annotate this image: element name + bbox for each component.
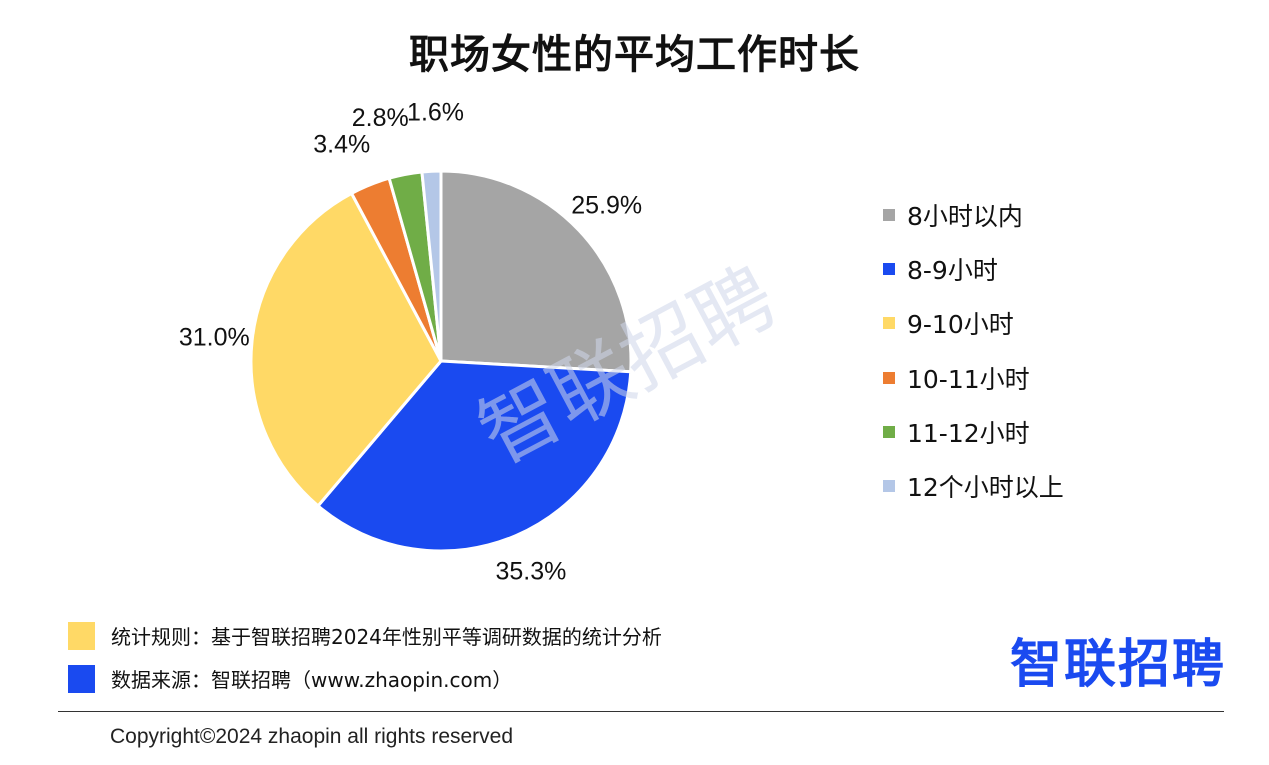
legend-swatch (883, 480, 895, 493)
note-stat-rule: 统计规则：基于智联招聘2024年性别平等调研数据的统计分析 (68, 621, 662, 650)
pie-data-labels: 25.9% 35.3% 31.0% 3.4%2.8%1.6% (179, 98, 642, 585)
legend-item: 10-11小时 (883, 351, 1064, 405)
legend-item: 12个小时以上 (883, 459, 1064, 513)
note-swatch-blue (68, 664, 95, 693)
note-text: 统计规则：基于智联招聘2024年性别平等调研数据的统计分析 (111, 625, 662, 649)
divider (58, 711, 1224, 712)
legend: 8小时以内 8-9小时 9-10小时 10-11小时 11-12小时 12个小时… (883, 188, 1064, 513)
pie-slice (315, 359, 633, 553)
legend-item: 8-9小时 (883, 242, 1064, 296)
data-label: 1.6% (407, 98, 464, 126)
data-label: 31.0% (179, 324, 250, 352)
legend-swatch (883, 371, 895, 384)
note-data-source: 数据来源：智联招聘（www.zhaopin.com） (68, 664, 512, 693)
legend-label: 10-11小时 (907, 364, 1030, 394)
legend-label: 8小时以内 (907, 202, 1023, 232)
copyright: Copyright©2024 zhaopin all rights reserv… (110, 725, 514, 748)
zhaopin-logo: 智联招聘 (1010, 635, 1227, 695)
legend-item: 9-10小时 (883, 296, 1064, 350)
legend-label: 12个小时以上 (907, 473, 1064, 503)
data-label: 25.9% (571, 191, 642, 219)
legend-swatch (883, 425, 895, 438)
legend-label: 8-9小时 (907, 256, 998, 286)
pie-slice (420, 169, 443, 362)
data-label: 35.3% (495, 558, 566, 586)
legend-swatch (883, 317, 895, 330)
chart-title: 职场女性的平均工作时长 (409, 32, 860, 78)
legend-label: 11-12小时 (907, 418, 1030, 448)
pie-slices (249, 169, 633, 553)
legend-swatch (883, 263, 895, 276)
note-swatch-yellow (68, 621, 95, 650)
legend-swatch (883, 209, 895, 222)
note-text: 数据来源：智联招聘（www.zhaopin.com） (111, 668, 513, 692)
data-label: 2.8% (352, 104, 409, 132)
data-label: 3.4% (313, 131, 370, 159)
legend-item: 11-12小时 (883, 405, 1064, 459)
pie-slice (249, 191, 443, 508)
legend-label: 9-10小时 (907, 310, 1014, 340)
pie-slice (439, 169, 633, 374)
legend-item: 8小时以内 (883, 188, 1064, 242)
